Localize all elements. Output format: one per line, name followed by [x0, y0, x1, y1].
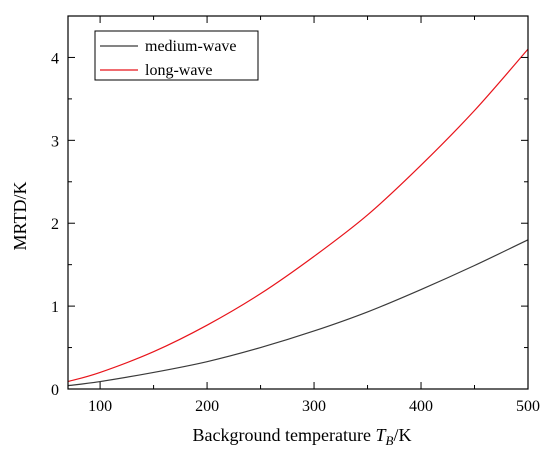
- x-tick-label: 100: [88, 398, 112, 415]
- axis-ticks: 100 200 300 400 500 0 1 2 3 4: [51, 15, 540, 415]
- x-axis-title-variable: T: [375, 425, 387, 445]
- x-axis-title-subscript: B: [386, 433, 394, 448]
- y-axis-title: MRTD/K: [10, 182, 30, 251]
- legend-label-0: medium-wave: [145, 38, 237, 55]
- x-tick-label: 300: [302, 398, 326, 415]
- x-tick-label: 500: [516, 398, 540, 415]
- series-line-0: [67, 239, 529, 387]
- legend: medium-wave long-wave: [94, 30, 259, 81]
- y-tick-label: 1: [51, 299, 59, 316]
- y-tick-label: 0: [51, 382, 59, 399]
- x-axis-title-suffix: /K: [393, 425, 411, 445]
- x-axis-title: Background temperature TB/K: [193, 425, 412, 448]
- y-tick-label: 3: [51, 133, 59, 150]
- axes-frame: [67, 15, 529, 390]
- x-axis-title-prefix: Background temperature: [193, 425, 376, 445]
- x-tick-label: 400: [409, 398, 433, 415]
- plot-frame: [67, 15, 529, 390]
- legend-box: [94, 30, 259, 81]
- legend-label-1: long-wave: [145, 62, 213, 79]
- y-tick-label: 2: [51, 216, 59, 233]
- series-line-1: [67, 48, 529, 383]
- y-tick-label: 4: [51, 50, 59, 67]
- x-tick-label: 200: [195, 398, 219, 415]
- plot-area: [67, 48, 529, 387]
